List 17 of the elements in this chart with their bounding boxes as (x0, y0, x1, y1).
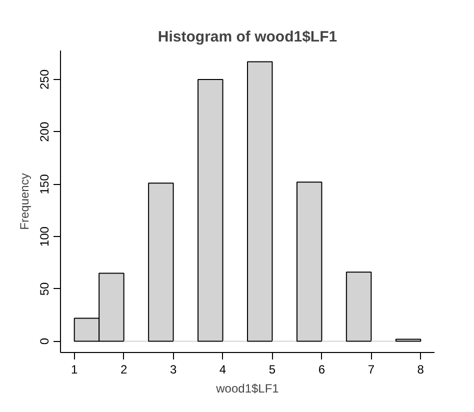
x-tick-label: 8 (417, 362, 424, 376)
chart-title: Histogram of wood1$LF1 (158, 28, 338, 46)
y-tick-label: 50 (38, 282, 52, 296)
x-tick-label: 2 (120, 362, 128, 376)
y-tick-label: 200 (38, 122, 52, 142)
y-tick-label: 0 (38, 338, 52, 345)
x-tick-label: 7 (368, 362, 375, 376)
y-tick-label: 100 (38, 226, 52, 247)
x-tick-label: 5 (268, 362, 276, 376)
y-axis-title: Frequency (18, 173, 32, 230)
x-tick-label: 4 (219, 362, 226, 376)
x-tick-label: 3 (170, 362, 177, 376)
y-tick-label: 250 (38, 69, 52, 90)
y-tick-label: 150 (38, 174, 52, 194)
x-axis-title: wood1$LF1 (215, 382, 280, 396)
x-tick-label: 6 (318, 362, 326, 376)
x-tick-label: 1 (71, 362, 78, 376)
